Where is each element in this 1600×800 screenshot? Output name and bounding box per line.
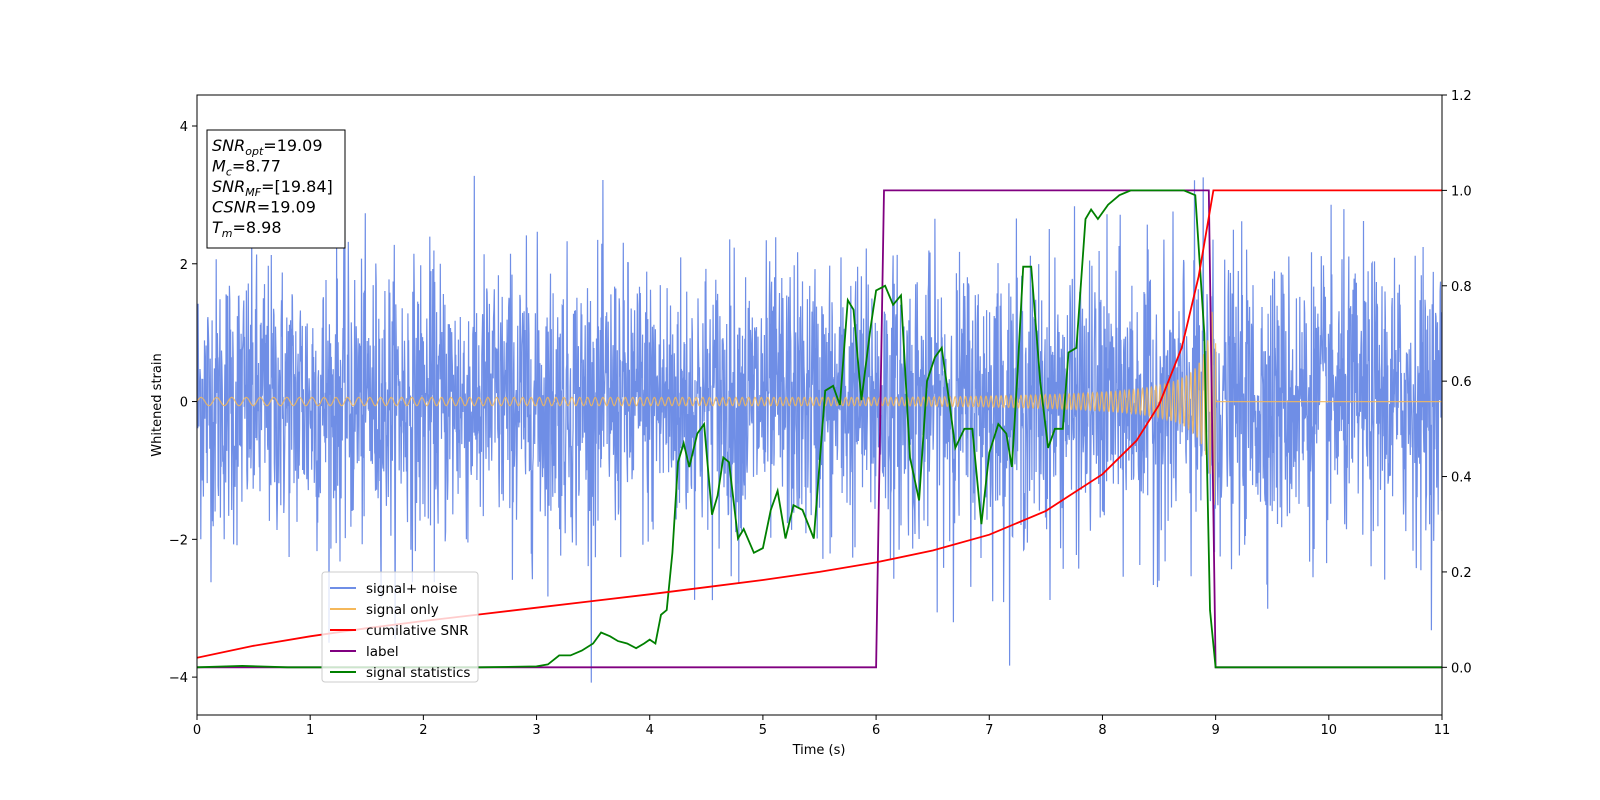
y-left-tick-label: 2 xyxy=(180,258,188,273)
x-tick-label: 11 xyxy=(1434,723,1451,738)
x-tick-label: 6 xyxy=(872,723,880,738)
legend-label: label xyxy=(366,644,399,660)
x-tick-label: 2 xyxy=(419,723,427,738)
y-left-tick-label: −4 xyxy=(169,671,188,686)
y-right-tick-label: 0.6 xyxy=(1451,375,1472,390)
legend-label: cumilative SNR xyxy=(366,623,469,639)
y-left-tick-label: 4 xyxy=(180,120,188,135)
series-signal-statistics xyxy=(197,189,1442,669)
x-tick-label: 9 xyxy=(1211,723,1219,738)
y-right-tick-label: 1.2 xyxy=(1451,89,1472,104)
y-left-tick-label: 0 xyxy=(180,396,188,411)
series-signal-only xyxy=(197,311,1442,505)
series-signal-noise xyxy=(197,175,1442,683)
legend-frame xyxy=(321,571,479,683)
y-left-axis: −4 −2 0 2 4 xyxy=(169,120,197,686)
x-axis-label: Time (s) xyxy=(792,743,846,758)
legend-label: signal statistics xyxy=(366,665,470,681)
y-left-tick-label: −2 xyxy=(169,533,188,548)
x-tick-label: 5 xyxy=(759,723,767,738)
x-tick-label: 3 xyxy=(532,723,540,738)
y-right-tick-label: 0.4 xyxy=(1451,471,1472,486)
x-axis: 0 1 2 3 4 5 6 7 8 9 10 11 xyxy=(193,715,1450,738)
y-right-tick-label: 1.0 xyxy=(1451,184,1472,199)
y-right-tick-label: 0.2 xyxy=(1451,566,1472,581)
info-line: SNRopt=19.09 xyxy=(212,136,323,158)
y-right-tick-label: 0.8 xyxy=(1451,280,1472,295)
y-axis-label: Whitened strain xyxy=(150,353,165,456)
legend: signal+ noise signal only cumilative SNR la… xyxy=(321,571,479,683)
info-line: SNRMF=[19.84] xyxy=(212,177,333,199)
info-box: SNRopt=19.09Mc=8.77SNRMF=[19.84]CSNR=19.… xyxy=(206,129,346,249)
x-tick-label: 1 xyxy=(306,723,314,738)
x-tick-label: 10 xyxy=(1321,723,1338,738)
info-line: Tm=8.98 xyxy=(212,218,282,240)
y-right-axis: 0.0 0.2 0.4 0.6 0.8 1.0 1.2 xyxy=(1442,89,1472,676)
x-tick-label: 7 xyxy=(985,723,993,738)
plot-frame xyxy=(196,94,1443,716)
info-line: CSNR=19.09 xyxy=(212,198,316,217)
info-box-frame xyxy=(206,129,346,249)
x-tick-label: 0 xyxy=(193,723,201,738)
x-tick-label: 4 xyxy=(646,723,654,738)
info-line: Mc=8.77 xyxy=(212,157,281,179)
y-right-tick-label: 0.0 xyxy=(1451,661,1472,676)
legend-label: signal only xyxy=(366,602,439,618)
legend-label: signal+ noise xyxy=(366,581,457,597)
x-tick-label: 8 xyxy=(1098,723,1106,738)
